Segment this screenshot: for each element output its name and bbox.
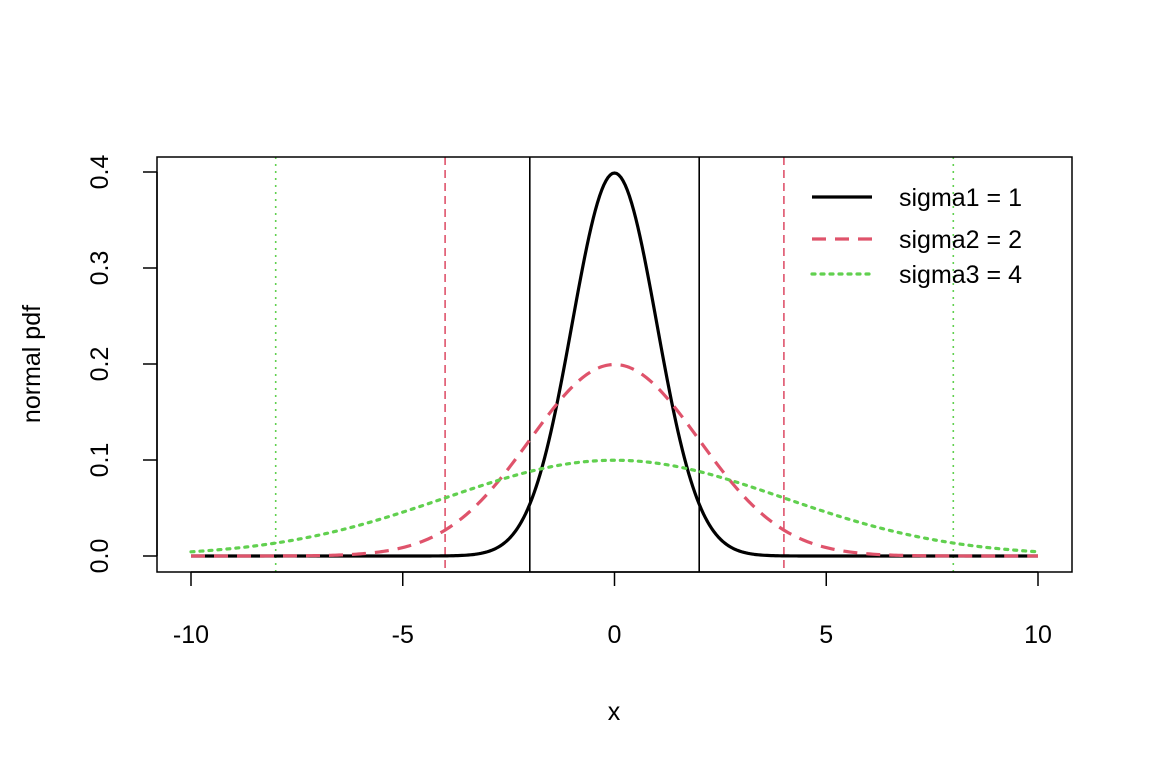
x-tick-label: 5 xyxy=(819,621,833,649)
x-tick-label: 0 xyxy=(608,621,622,649)
series-lines xyxy=(189,171,1040,558)
y-tick-label: 0.3 xyxy=(86,251,114,286)
y-axis: 0.0 0.1 0.2 0.3 0.4 xyxy=(86,155,158,574)
x-tick-label: -5 xyxy=(392,621,414,649)
series-line xyxy=(189,458,1040,554)
x-axis-title: x xyxy=(608,698,621,726)
x-tick-label: -10 xyxy=(173,621,209,649)
legend-label: sigma2 = 2 xyxy=(899,226,1022,254)
legend: sigma1 = 1 sigma2 = 2 sigma3 = 4 xyxy=(810,184,1022,289)
x-tick-label: 10 xyxy=(1024,621,1052,649)
plot-frame xyxy=(156,156,1073,573)
series-line xyxy=(191,362,1038,558)
x-axis: -10 -5 0 5 10 xyxy=(173,571,1052,649)
legend-label: sigma1 = 1 xyxy=(899,184,1022,212)
y-axis-title: normal pdf xyxy=(18,305,46,423)
vertical-reference-lines xyxy=(274,157,955,572)
y-tick-label: 0.0 xyxy=(86,539,114,574)
y-tick-label: 0.2 xyxy=(86,347,114,382)
y-tick-label: 0.4 xyxy=(86,155,114,190)
y-tick-label: 0.1 xyxy=(86,443,114,478)
legend-label: sigma3 = 4 xyxy=(899,261,1022,289)
